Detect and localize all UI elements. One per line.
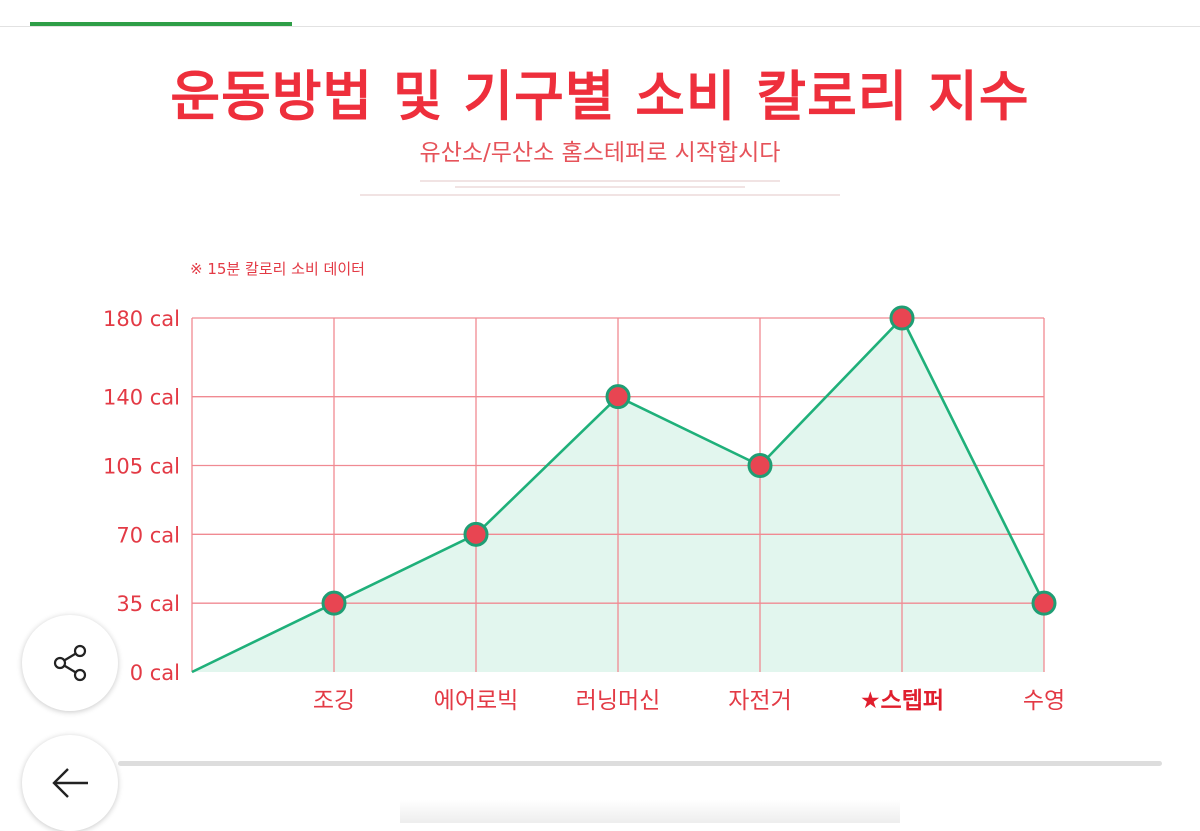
x-tick-label: 수영 (1023, 688, 1065, 714)
x-tick-label: 자전거 (728, 688, 791, 714)
share-button[interactable] (22, 615, 118, 711)
progress-indicator (30, 22, 292, 27)
y-tick-label: 35 cal (116, 592, 180, 616)
decorative-line (360, 194, 840, 196)
y-tick-label: 0 cal (130, 661, 180, 685)
decorative-line (420, 180, 780, 182)
back-button[interactable] (22, 735, 118, 831)
data-point (747, 453, 773, 478)
chart-note: ※ 15분 칼로리 소비 데이터 (190, 260, 365, 278)
data-point (463, 521, 489, 547)
arrow-left-icon (52, 768, 88, 798)
share-icon (53, 644, 87, 682)
y-tick-label: 140 cal (103, 386, 180, 410)
x-tick-label: 에어로빅 (434, 688, 519, 714)
y-tick-label: 70 cal (116, 523, 180, 547)
x-tick-label: 러닝머신 (576, 688, 661, 714)
y-tick-label: 105 cal (103, 455, 180, 479)
data-point (321, 590, 347, 616)
page-subtitle: 유산소/무산소 홈스테퍼로 시작합시다 (419, 140, 781, 166)
page-title: 운동방법 및 기구별 소비 칼로리 지수 (170, 65, 1030, 128)
top-divider (0, 26, 1200, 27)
data-point (605, 384, 631, 410)
x-tick-label: ★스텝퍼 (860, 688, 944, 714)
decorative-line (455, 186, 745, 188)
x-tick-label: 조깅 (313, 688, 355, 714)
horizontal-scrollbar[interactable] (118, 761, 1162, 766)
data-point (1031, 590, 1057, 616)
y-tick-label: 180 cal (103, 307, 180, 331)
data-point (889, 305, 915, 331)
bottom-shadow (400, 800, 900, 823)
